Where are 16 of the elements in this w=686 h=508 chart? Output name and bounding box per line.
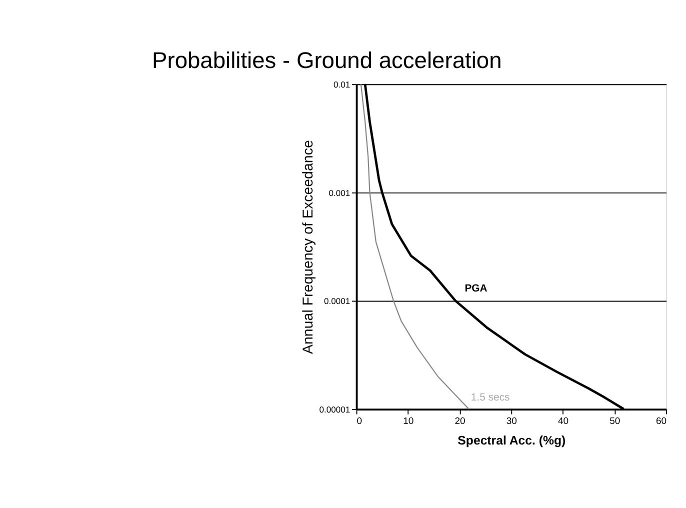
- x-tick-label: 10: [403, 416, 414, 427]
- y-tick-label: 0.00001: [319, 404, 350, 414]
- series-label: PGA: [464, 284, 488, 295]
- chart-title: Probabilities - Ground acceleration: [152, 46, 502, 73]
- y-tick-label: 0.01: [333, 79, 350, 90]
- x-tick-label: 60: [656, 416, 667, 427]
- x-tick-label: 20: [454, 416, 466, 427]
- x-tick-label: 40: [558, 416, 569, 427]
- x-axis-title: Spectral Acc. (%g): [458, 434, 566, 448]
- x-tick-label: 30: [506, 416, 517, 427]
- x-tick-label: 0: [356, 416, 362, 427]
- x-tick-label: 50: [610, 416, 620, 427]
- y-tick-label: 0.0001: [324, 296, 350, 306]
- y-axis-title: Annual Frequency of Exceedance: [300, 140, 317, 354]
- series-label: 1.5 secs: [470, 392, 510, 404]
- y-tick-label: 0.001: [328, 188, 350, 198]
